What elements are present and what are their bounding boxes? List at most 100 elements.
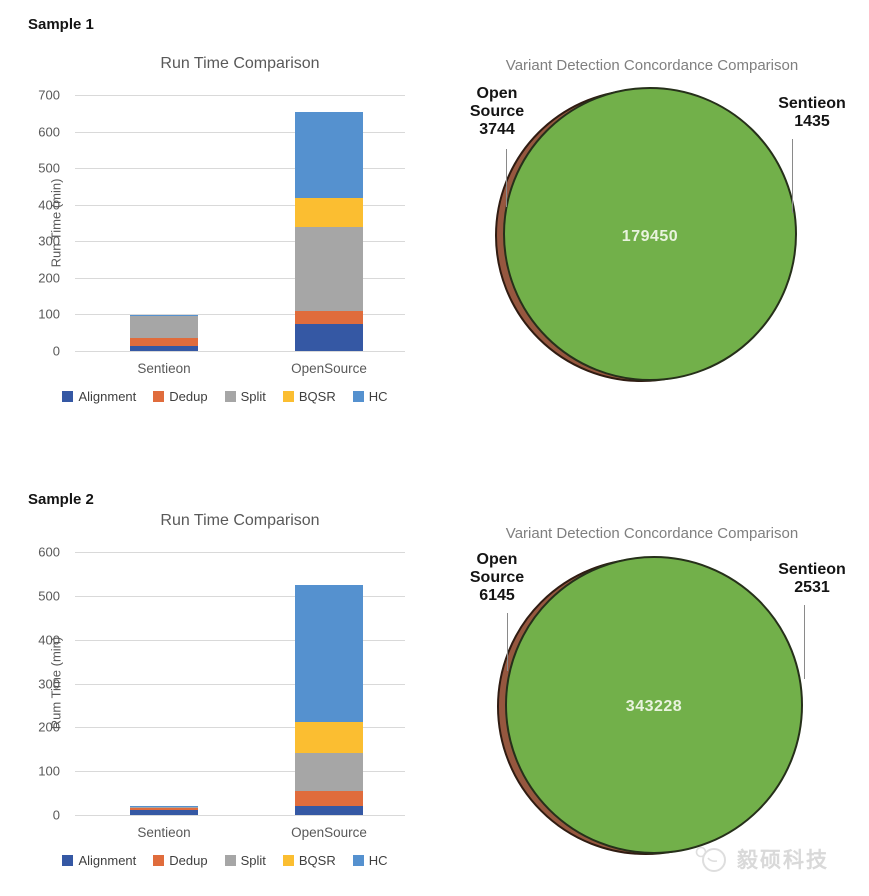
open-source-label: Open Source 6145 [453, 551, 541, 605]
segment-alignment [295, 323, 363, 351]
gridline [75, 277, 405, 279]
gridline [75, 639, 405, 641]
legend-label: BQSR [298, 853, 336, 868]
gridline [75, 815, 405, 816]
gridline [75, 351, 405, 352]
segment-bqsr [295, 722, 363, 753]
legend-label: HC [368, 389, 388, 404]
left-leader-line [506, 149, 507, 207]
gridline [75, 131, 405, 133]
watermark: 毅硕科技 [694, 843, 829, 875]
segment-dedup [130, 338, 198, 346]
legend-label: Alignment [78, 389, 137, 404]
open-source-label: Open Source 3744 [453, 85, 541, 139]
gridline [75, 771, 405, 773]
gridline [75, 204, 405, 206]
gridline [75, 552, 405, 553]
venn-title: Variant Detection Concordance Comparison [505, 57, 799, 74]
chart-title: Run Time Comparison [160, 512, 320, 529]
set-unique-count: 3744 [479, 120, 515, 138]
y-tick-label: 600 [38, 544, 60, 560]
gridline [75, 683, 405, 685]
y-tick-label: 100 [38, 763, 60, 779]
y-tick-label: 600 [38, 124, 60, 140]
legend-swatch [352, 855, 364, 866]
set-name: Open Source [469, 85, 525, 120]
segment-alignment [295, 806, 363, 815]
legend-label: Dedup [169, 389, 208, 404]
sentieon-overlap-circle [505, 556, 803, 854]
legend-item-bqsr: BQSR [282, 853, 336, 868]
legend-item-split: Split [224, 389, 266, 404]
right-leader-line [792, 139, 793, 213]
gridline [75, 241, 405, 243]
segment-dedup [295, 310, 363, 324]
venn-diagram-sample1: Variant Detection Concordance Comparison… [435, 45, 869, 417]
segment-split [130, 316, 198, 339]
sample-2-label: Sample 2 [28, 491, 94, 508]
y-tick-label: 700 [38, 87, 60, 103]
legend-label: Alignment [78, 853, 137, 868]
legend-label: BQSR [298, 389, 336, 404]
bar-opensource [295, 552, 363, 815]
set-unique-count: 1435 [794, 112, 830, 130]
set-unique-count: 2531 [794, 578, 830, 596]
plot-area [75, 95, 405, 352]
segment-dedup [295, 791, 363, 807]
segment-split [295, 227, 363, 311]
legend-swatch [153, 391, 165, 402]
runtime-chart-sample1: Run Time Comparison Run Time (min) 0 100 2… [20, 55, 412, 455]
segment-split [130, 807, 198, 809]
set-name: Open Source [469, 551, 525, 586]
legend-label: Split [240, 853, 266, 868]
chart-title: Run Time Comparison [160, 55, 320, 72]
gridline [75, 168, 405, 170]
gridline [75, 314, 405, 316]
y-tick-label: 300 [38, 233, 60, 249]
y-tick-label: 200 [38, 270, 60, 286]
legend-item-hc: HC [352, 389, 388, 404]
segment-dedup [130, 808, 198, 810]
venn-diagram-sample2: Variant Detection Concordance Comparison… [435, 513, 869, 896]
y-tick-label: 0 [52, 343, 60, 359]
y-tick-label: 400 [38, 197, 60, 213]
bar-opensource [295, 95, 363, 351]
set-unique-count: 6145 [479, 586, 515, 604]
overlap-count: 179450 [621, 228, 679, 245]
x-category-label: Sentieon [137, 361, 191, 376]
right-leader-line [804, 605, 805, 679]
sentieon-overlap-circle [503, 87, 797, 381]
legend-label: HC [368, 853, 388, 868]
set-name: Sentieon [778, 561, 846, 578]
legend-swatch [153, 855, 165, 866]
y-tick-label: 400 [38, 632, 60, 648]
gridline [75, 95, 405, 96]
legend-swatch [224, 855, 236, 866]
legend-label: Split [240, 389, 266, 404]
legend-swatch [282, 855, 294, 866]
left-leader-line [507, 613, 508, 671]
segment-alignment [130, 809, 198, 815]
segment-hc [295, 584, 363, 723]
y-tick-label: 500 [38, 588, 60, 604]
gridline [75, 727, 405, 729]
segment-bqsr [295, 198, 363, 228]
y-tick-label: 200 [38, 719, 60, 735]
legend-item-bqsr: BQSR [282, 389, 336, 404]
gridline [75, 595, 405, 597]
legend-label: Dedup [169, 853, 208, 868]
x-category-label: Sentieon [137, 825, 191, 840]
legend-swatch [224, 391, 236, 402]
legend-item-alignment: Alignment [62, 853, 136, 868]
y-tick-label: 0 [52, 807, 60, 823]
bar-sentieon [130, 552, 198, 815]
segment-split [295, 752, 363, 792]
venn-title: Variant Detection Concordance Comparison [505, 525, 799, 542]
plot-area [75, 552, 405, 816]
segment-alignment [130, 345, 198, 351]
y-tick-label: 300 [38, 676, 60, 691]
legend-swatch [352, 391, 364, 402]
x-category-label: OpenSource [291, 361, 367, 376]
legend-item-alignment: Alignment [62, 389, 136, 404]
